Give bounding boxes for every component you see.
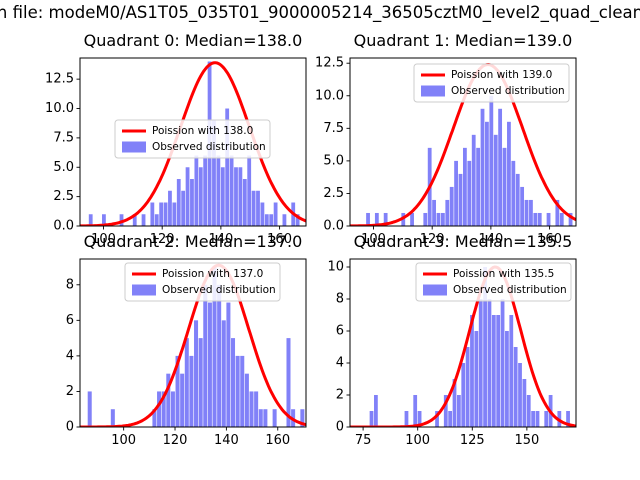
y-tick-label: 2.5: [53, 189, 74, 204]
axes-box: [79, 258, 307, 428]
legend-patch-sample: [122, 141, 146, 153]
x-tick-label: 125: [460, 433, 485, 448]
x-tick-label: 100: [361, 232, 386, 247]
quadrant-2-plot: 100 120 140 160 0 2 4 6 8 Poission with 137.0 Obse…: [66, 258, 307, 448]
axes-box: [349, 57, 577, 227]
quadrant-1-canvas: 100 120 140 160 0.0 2.5 5.0 7.5 10.0 12.5 Poission…: [315, 56, 577, 247]
plot-content: [350, 265, 576, 427]
x-tick-label: 75: [355, 433, 372, 448]
x-tick-label: 120: [150, 232, 175, 247]
histogram-bars: [369, 267, 570, 427]
y-tick-label: 7.5: [323, 121, 344, 136]
x-tick-label: 160: [265, 433, 290, 448]
quadrant-1-plot: 100 120 140 160 0.0 2.5 5.0 7.5 10.0 12.5 Poission…: [315, 56, 577, 247]
quadrant-0-plot: 100 120 140 160 0.0 2.5 5.0 7.5 10.0 12.5 Poission…: [45, 57, 307, 247]
y-tick-label: 0.0: [323, 219, 344, 234]
x-tick-label: 140: [478, 232, 503, 247]
x-tick-label: 160: [537, 232, 562, 247]
histogram-bars: [87, 267, 305, 427]
legend-label-observed: Observed distribution: [451, 85, 565, 97]
quadrant-0-canvas: 100 120 140 160 0.0 2.5 5.0 7.5 10.0 12.5 Poission…: [45, 57, 307, 247]
quadrant-3-plot: 75 100 125 150 0 2 4 6 8 10 Poission with 135.5 Obs…: [327, 258, 577, 448]
poisson-curve: [350, 265, 576, 427]
legend-label-poisson: Poission with 137.0: [162, 268, 263, 280]
plot-content: [80, 263, 306, 427]
y-tick-label: 0.0: [53, 219, 74, 234]
quadrant-0-title: Quadrant 0: Median=138.0: [83, 31, 303, 50]
histogram-bars: [366, 95, 573, 226]
legend-patch-sample: [423, 284, 447, 296]
legend-label-observed: Observed distribution: [453, 284, 567, 296]
y-tick-label: 2.5: [323, 186, 344, 201]
x-tick-label: 120: [163, 433, 188, 448]
y-tick-label: 5.0: [323, 153, 344, 168]
poisson-curve: [80, 61, 306, 226]
legend: Poission with 135.5 Observed distribution: [415, 262, 572, 302]
y-tick-label: 0: [336, 420, 344, 435]
axes-box: [349, 258, 577, 428]
y-tick-label: 6: [66, 313, 74, 328]
legend-patch-sample: [132, 284, 156, 296]
y-tick-label: 10.0: [45, 101, 74, 116]
legend-label-observed: Observed distribution: [152, 141, 266, 153]
x-tick-label: 150: [514, 433, 539, 448]
legend-label-poisson: Poission with 139.0: [451, 69, 552, 81]
y-tick-label: 6: [336, 324, 344, 339]
legend: Poission with 137.0 Observed distribution: [124, 262, 281, 302]
legend-label-observed: Observed distribution: [162, 284, 276, 296]
poisson-curve: [80, 263, 306, 427]
y-tick-label: 4: [336, 356, 344, 371]
y-tick-label: 2: [336, 388, 344, 403]
y-tick-label: 10.0: [315, 88, 344, 103]
legend-label-poisson: Poission with 135.5: [453, 268, 554, 280]
quadrant-3-canvas: 75 100 125 150 0 2 4 6 8 10 Poission with 135.5 Obs…: [327, 258, 577, 448]
y-tick-label: 5.0: [53, 160, 74, 175]
y-tick-label: 7.5: [53, 130, 74, 145]
quadrant-2-title: Quadrant 2: Median=137.0: [83, 232, 303, 251]
x-tick-label: 120: [420, 232, 445, 247]
quadrant-2-canvas: 100 120 140 160 0 2 4 6 8 Poission with 137.0 Obse…: [66, 258, 307, 448]
y-tick-label: 10: [327, 260, 344, 275]
y-tick-label: 2: [66, 384, 74, 399]
axes-box: [79, 57, 307, 227]
x-tick-label: 100: [111, 433, 136, 448]
quadrant-3-title: Quadrant 3: Median=135.5: [353, 232, 573, 251]
x-tick-label: 100: [91, 232, 116, 247]
y-tick-label: 12.5: [315, 56, 344, 71]
x-tick-label: 160: [267, 232, 292, 247]
y-tick-label: 8: [66, 277, 74, 292]
quadrant-1-title: Quadrant 1: Median=139.0: [353, 31, 573, 50]
legend-patch-sample: [421, 85, 445, 97]
legend-label-poisson: Poission with 138.0: [152, 125, 253, 137]
legend: Poission with 139.0 Observed distribution: [413, 63, 570, 103]
y-tick-label: 8: [336, 292, 344, 307]
figure-title: n file: modeM0/AS1T05_035T01_9000005214_…: [0, 3, 640, 22]
x-tick-label: 140: [208, 232, 233, 247]
plot-content: [350, 62, 576, 226]
y-tick-label: 4: [66, 348, 74, 363]
y-tick-label: 12.5: [45, 72, 74, 87]
x-tick-label: 140: [214, 433, 239, 448]
y-tick-label: 0: [66, 420, 74, 435]
legend: Poission with 138.0 Observed distribution: [114, 119, 271, 159]
x-tick-label: 100: [405, 433, 430, 448]
